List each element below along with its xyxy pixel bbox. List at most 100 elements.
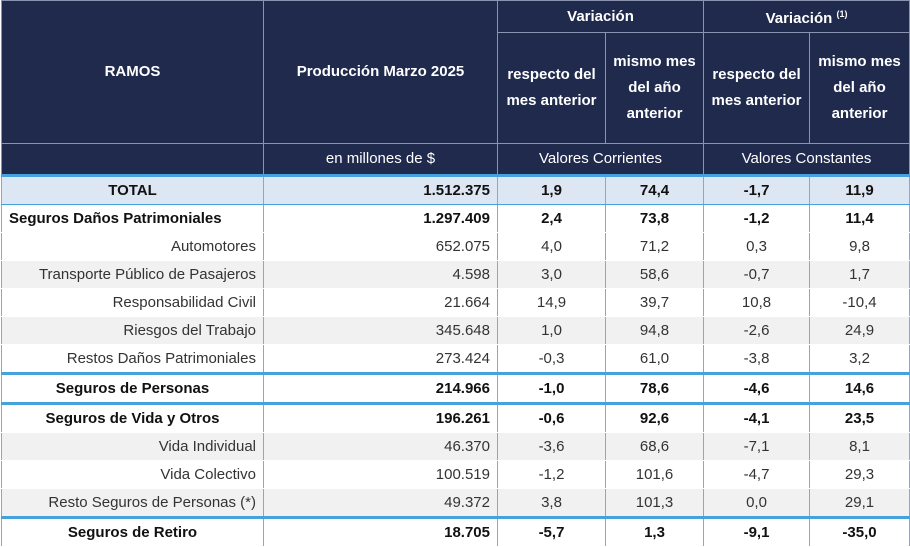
cell-vk-anio: 23,5: [809, 402, 910, 433]
header-valores-constantes: Valores Constantes: [703, 143, 910, 176]
cell-vk-mes: 10,8: [703, 288, 811, 317]
row-label: Automotores: [1, 232, 264, 261]
cell-vk-anio: 8,1: [809, 432, 910, 461]
row-label: Riesgos del Trabajo: [1, 316, 264, 345]
cell-vc-anio: 92,6: [604, 402, 705, 433]
header-variacion-constantes-label: Variación: [765, 10, 833, 27]
row-label: Seguros Daños Patrimoniales: [1, 204, 264, 233]
header-ramos: RAMOS: [1, 0, 264, 144]
header-produccion: Producción Marzo 2025: [263, 0, 498, 144]
header-unidad: en millones de $: [263, 143, 498, 176]
cell-vc-anio: 68,6: [604, 432, 705, 461]
table-row: Seguros de Vida y Otros 196.261 -0,6 92,…: [1, 402, 910, 433]
cell-vc-anio: 61,0: [604, 344, 705, 374]
cell-vk-anio: 24,9: [809, 316, 910, 345]
table-row: Responsabilidad Civil 21.664 14,9 39,7 1…: [1, 288, 910, 317]
cell-produccion: 196.261: [263, 402, 498, 433]
cell-produccion: 46.370: [263, 432, 498, 461]
cell-vc-mes: 2,4: [497, 204, 606, 233]
cell-produccion: 49.372: [263, 488, 498, 518]
cell-vk-anio: 3,2: [809, 344, 910, 374]
cell-vk-anio: 9,8: [809, 232, 910, 261]
cell-vc-mes: -1,2: [497, 460, 606, 489]
table-row: Seguros de Personas 214.966 -1,0 78,6 -4…: [1, 372, 910, 404]
table-row: Resto Seguros de Personas (*) 49.372 3,8…: [1, 488, 910, 518]
cell-vk-anio: -10,4: [809, 288, 910, 317]
row-label: Seguros de Personas: [1, 372, 264, 404]
cell-vk-mes: -4,6: [703, 372, 811, 404]
header-respecto-mes-anterior-corrientes: respecto del mes anterior: [497, 32, 606, 144]
row-label: Vida Individual: [1, 432, 264, 461]
cell-vk-mes: -9,1: [703, 516, 811, 547]
cell-vk-anio: 14,6: [809, 372, 910, 404]
cell-produccion: 345.648: [263, 316, 498, 345]
cell-vc-anio: 78,6: [604, 372, 705, 404]
header-variacion-constantes: Variación (1): [703, 0, 910, 33]
table-row: Vida Colectivo 100.519 -1,2 101,6 -4,7 2…: [1, 460, 910, 489]
cell-produccion: 1.512.375: [263, 174, 498, 205]
cell-vk-mes: -2,6: [703, 316, 811, 345]
cell-produccion: 18.705: [263, 516, 498, 547]
cell-vk-anio: 1,7: [809, 260, 910, 289]
row-label: Restos Daños Patrimoniales: [1, 344, 264, 374]
cell-vk-anio: 29,3: [809, 460, 910, 489]
table-row-total: TOTAL 1.512.375 1,9 74,4 -1,7 11,9: [1, 174, 910, 205]
cell-vc-mes: -0,6: [497, 402, 606, 433]
header-respecto-mes-anterior-constantes: respecto del mes anterior: [703, 32, 811, 144]
row-label: Transporte Público de Pasajeros: [1, 260, 264, 289]
cell-vk-mes: 0,0: [703, 488, 811, 518]
cell-vk-mes: -3,8: [703, 344, 811, 374]
row-label: Seguros de Vida y Otros: [1, 402, 264, 433]
cell-vk-anio: 29,1: [809, 488, 910, 518]
footnote-marker: (1): [836, 9, 848, 19]
table-row: Riesgos del Trabajo 345.648 1,0 94,8 -2,…: [1, 316, 910, 345]
cell-produccion: 273.424: [263, 344, 498, 374]
cell-produccion: 1.297.409: [263, 204, 498, 233]
row-label: Seguros de Retiro: [1, 516, 264, 547]
table-row: Seguros Daños Patrimoniales 1.297.409 2,…: [1, 204, 910, 233]
cell-vc-mes: 1,9: [497, 174, 606, 205]
row-label: TOTAL: [1, 174, 264, 205]
cell-vk-mes: -4,1: [703, 402, 811, 433]
cell-vc-mes: -0,3: [497, 344, 606, 374]
cell-vc-mes: 3,8: [497, 488, 606, 518]
cell-vc-mes: 14,9: [497, 288, 606, 317]
cell-vc-mes: -5,7: [497, 516, 606, 547]
cell-produccion: 214.966: [263, 372, 498, 404]
cell-vk-mes: -1,7: [703, 174, 811, 205]
cell-vc-anio: 71,2: [604, 232, 705, 261]
table-row: Seguros de Retiro 18.705 -5,7 1,3 -9,1 -…: [1, 516, 910, 547]
cell-vc-anio: 101,3: [604, 488, 705, 518]
cell-produccion: 100.519: [263, 460, 498, 489]
cell-vc-anio: 94,8: [604, 316, 705, 345]
cell-vk-anio: -35,0: [809, 516, 910, 547]
cell-vk-mes: -7,1: [703, 432, 811, 461]
row-label: Vida Colectivo: [1, 460, 264, 489]
table-row: Transporte Público de Pasajeros 4.598 3,…: [1, 260, 910, 289]
cell-vk-anio: 11,4: [809, 204, 910, 233]
header-variacion-corrientes: Variación: [496, 0, 705, 33]
cell-vc-anio: 58,6: [604, 260, 705, 289]
table-row: Vida Individual 46.370 -3,6 68,6 -7,1 8,…: [1, 432, 910, 461]
header-valores-corrientes: Valores Corrientes: [496, 143, 705, 176]
row-label: Responsabilidad Civil: [1, 288, 264, 317]
header-mismo-mes-anio-anterior-corrientes: mismo mes del año anterior: [604, 32, 705, 144]
cell-vk-mes: -1,2: [703, 204, 811, 233]
cell-vc-mes: -1,0: [497, 372, 606, 404]
cell-produccion: 652.075: [263, 232, 498, 261]
cell-vk-mes: 0,3: [703, 232, 811, 261]
cell-vk-mes: -0,7: [703, 260, 811, 289]
cell-vc-anio: 73,8: [604, 204, 705, 233]
cell-vk-anio: 11,9: [809, 174, 910, 205]
table-row: Restos Daños Patrimoniales 273.424 -0,3 …: [1, 344, 910, 374]
cell-vc-anio: 1,3: [604, 516, 705, 547]
cell-vc-anio: 39,7: [604, 288, 705, 317]
cell-vk-mes: -4,7: [703, 460, 811, 489]
cell-vc-mes: 4,0: [497, 232, 606, 261]
header-blank: [1, 143, 264, 176]
header-mismo-mes-anio-anterior-constantes: mismo mes del año anterior: [809, 32, 910, 144]
cell-vc-mes: 3,0: [497, 260, 606, 289]
cell-vc-anio: 101,6: [604, 460, 705, 489]
cell-vc-anio: 74,4: [604, 174, 705, 205]
